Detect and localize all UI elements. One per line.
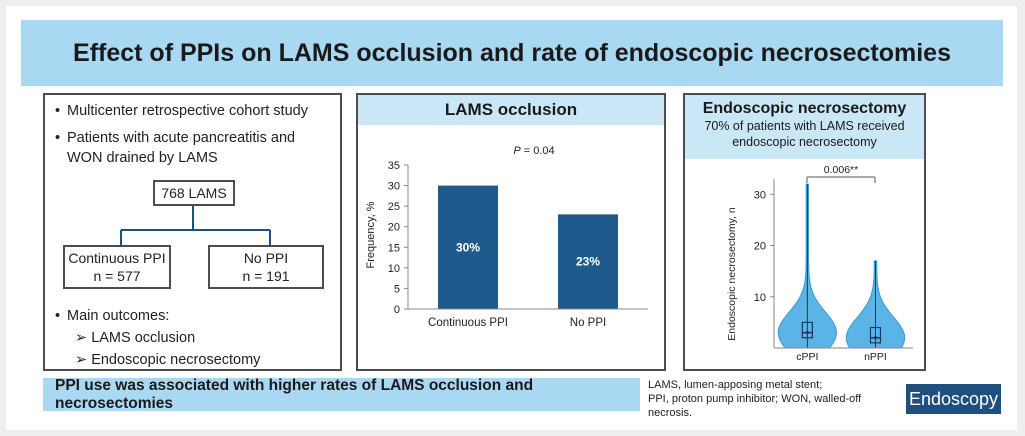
arrow-icon: ➢ (75, 330, 88, 346)
box-iqr (801, 321, 813, 339)
bar-value-label: 23% (576, 255, 600, 269)
cohort-box-noppi: No PPI n = 191 (208, 245, 324, 289)
outcome-item: ➢ Endoscopic necrosectomy (55, 349, 260, 371)
y-tick-label: 15 (388, 242, 400, 254)
bullet-item: • Multicenter retrospective cohort study (55, 101, 315, 121)
arrow-icon: ➢ (75, 352, 88, 368)
bar-chart: P = 0.04 Frequency, % 0 5 10 15 20 25 30 35 30%… (365, 145, 648, 329)
bullet-dot: • (55, 308, 61, 324)
outcome-text: LAMS occlusion (91, 330, 196, 346)
bar-value-label: 30% (456, 240, 480, 254)
y-axis-label: Frequency, % (365, 201, 377, 268)
box-iqr (869, 326, 882, 344)
y-tick-label: 20 (388, 222, 400, 234)
violin-chart: Endoscopic necrosectomy, n 0.006** 10 20 3… (726, 164, 913, 363)
abbreviations-footnote: LAMS, lumen-apposing metal stent; PPI, p… (648, 378, 908, 420)
outcomes-title: Main outcomes: (67, 308, 170, 324)
bullet-dot: • (55, 103, 61, 119)
bullet-item: • Main outcomes: (55, 305, 260, 327)
median-point (873, 336, 878, 340)
significance-pvalue: 0.006** (824, 164, 858, 176)
outcome-item: ➢ LAMS occlusion (55, 327, 260, 349)
bullet-text: Multicenter retrospective cohort study (67, 103, 308, 119)
bullet-text: Patients with acute pancreatitis and WON… (67, 130, 296, 166)
median-point (805, 331, 809, 335)
bullet-dot: • (55, 130, 61, 146)
outcome-text: Endoscopic necrosectomy (91, 352, 261, 368)
panel-subtitle: endoscopic necrosectomy (732, 135, 877, 149)
cohort-n: n = 577 (93, 268, 141, 284)
y-tick-label: 30 (388, 181, 400, 193)
x-category-label: No PPI (570, 317, 606, 329)
panel-heading: Endoscopic necrosectomy 70% of patients … (685, 95, 924, 159)
journal-name: Endoscopy (908, 388, 999, 409)
conclusion-text: PPI use was associated with higher rates… (55, 376, 534, 412)
flow-connector (120, 206, 271, 245)
panel-heading: LAMS occlusion (358, 95, 664, 125)
root-label: 768 LAMS (161, 185, 227, 201)
y-tick-label: 5 (394, 283, 400, 295)
y-tick-label: 10 (388, 263, 400, 275)
x-category-label: cPPI (796, 351, 818, 363)
y-tick-label: 35 (388, 160, 400, 172)
conclusion-banner: PPI use was associated with higher rates… (43, 376, 640, 412)
x-category-label: nPPI (864, 351, 887, 363)
panel-subtitle: 70% of patients with LAMS received (704, 119, 905, 133)
outcomes-list: • Main outcomes: ➢ LAMS occlusion ➢ Endo… (55, 305, 260, 371)
cohort-name: No PPI (243, 250, 289, 266)
necrosectomy-panel: Endoscopic necrosectomy 70% of patients … (683, 93, 926, 371)
y-tick-label: 10 (754, 292, 766, 304)
study-bullets: • Multicenter retrospective cohort study… (55, 101, 315, 175)
study-design-panel: • Multicenter retrospective cohort study… (43, 93, 342, 371)
pvalue-label: P = 0.04 (513, 145, 554, 157)
lams-occlusion-panel: LAMS occlusion P = 0.04 Frequency, % 0 5 1… (356, 93, 666, 371)
bar (558, 214, 618, 309)
footnote-line: LAMS, lumen-apposing metal stent; (648, 379, 823, 391)
panel-heading-text: LAMS occlusion (444, 100, 578, 119)
page-title: Effect of PPIs on LAMS occlusion and rat… (73, 38, 951, 67)
root-box: 768 LAMS (153, 180, 235, 206)
journal-logo: Endoscopy (906, 384, 1001, 414)
title-banner: Effect of PPIs on LAMS occlusion and rat… (21, 20, 1003, 86)
bullet-item: • Patients with acute pancreatitis and W… (55, 128, 315, 168)
bar (438, 185, 498, 309)
y-tick-label: 25 (388, 201, 400, 213)
panel-heading-text: Endoscopic necrosectomy (702, 100, 907, 117)
cohort-n: n = 191 (242, 268, 290, 284)
x-category-label: Continuous PPI (428, 317, 508, 329)
y-tick-label: 20 (754, 241, 766, 253)
y-tick-label: 30 (754, 189, 766, 201)
footnote-line: PPI, proton pump inhibitor; WON, walled-… (648, 393, 862, 419)
cohort-box-continuous: Continuous PPI n = 577 (63, 245, 171, 289)
y-tick-label: 0 (394, 304, 400, 316)
cohort-name: Continuous PPI (68, 250, 166, 266)
y-axis-label: Endoscopic necrosectomy, n (726, 207, 738, 341)
